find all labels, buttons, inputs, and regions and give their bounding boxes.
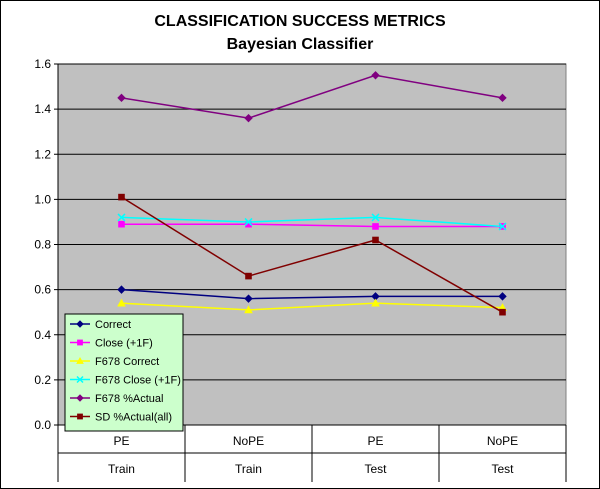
data-point [77,339,83,346]
legend-entry: SD %Actual(all) [70,412,172,424]
data-point [77,413,83,420]
legend-label: Correct [95,319,131,331]
series-line [121,288,503,300]
data-point [117,93,126,103]
series-line [121,302,503,311]
chart-subtitle: Bayesian Classifier [227,36,374,53]
legend-entry: F678 %Actual [70,393,163,405]
y-tick-label: 1.4 [34,102,51,116]
data-point [244,294,253,303]
y-tick-label: 1.0 [34,192,51,206]
y-tick-label: 0.6 [34,283,51,297]
data-point [76,375,84,384]
y-tick-label: 0.8 [34,238,51,252]
legend-label: F678 %Actual [95,393,163,405]
data-point [371,213,380,222]
chart-title: CLASSIFICATION SUCCESS METRICS [154,13,446,30]
series-line [121,223,503,228]
series [117,71,507,316]
data-point [118,193,125,201]
series-group [118,193,506,316]
data-point [371,298,380,307]
legend-entry: Close (+1F) [70,338,153,350]
series-group [117,213,507,231]
x-category-label: PE [113,434,129,448]
legend-label: Close (+1F) [95,338,153,350]
y-tick-label: 0.2 [34,373,51,387]
y-tick-label: 0.0 [34,418,51,432]
data-point [76,356,84,364]
data-point [245,272,252,280]
x-category-label: PE [367,434,383,448]
axes: 0.0 0.2 0.4 0.6 0.8 1.0 1.2 1.4 1.6 PE Train NoPE Tr… [34,57,567,482]
series-group [117,298,507,314]
series-group [117,71,507,123]
legend-entry: F678 Close (+1F) [70,375,181,387]
data-point [244,305,253,314]
legend-entry: F678 Correct [70,356,159,368]
data-point [118,220,125,228]
x-category-group-label: Train [108,462,135,476]
legend-label: F678 Correct [95,356,159,368]
y-tick-label: 0.4 [34,328,51,342]
y-tick-label: 1.6 [34,57,51,71]
data-point [371,71,380,80]
data-point [498,93,507,103]
x-category-group-label: Test [364,462,387,476]
x-category-group-label: Test [491,462,514,476]
data-point [117,285,126,294]
series-line [121,74,503,119]
data-point [372,223,379,230]
data-point [372,236,379,244]
data-point [499,308,506,316]
series-line [121,216,503,228]
data-point [117,298,126,307]
data-point [244,217,253,226]
series-group [117,285,507,303]
data-point [244,113,253,123]
legend-box [64,313,184,432]
series-line [121,196,503,313]
data-point [498,292,507,301]
x-category-label: NoPE [233,434,264,448]
data-point [76,320,84,328]
x-category-group-label: Train [235,462,262,476]
legend-label: SD %Actual(all) [95,412,172,424]
x-category-label: NoPE [487,434,518,448]
y-tick-label: 1.2 [34,147,51,161]
data-point [76,394,84,402]
legend-entry: Correct [70,319,131,331]
legend-label: F678 Close (+1F) [95,375,181,387]
legend: Correct Close (+1F) F678 Correct F678 Close… [64,313,184,432]
data-point [117,213,126,222]
data-point [498,222,507,231]
